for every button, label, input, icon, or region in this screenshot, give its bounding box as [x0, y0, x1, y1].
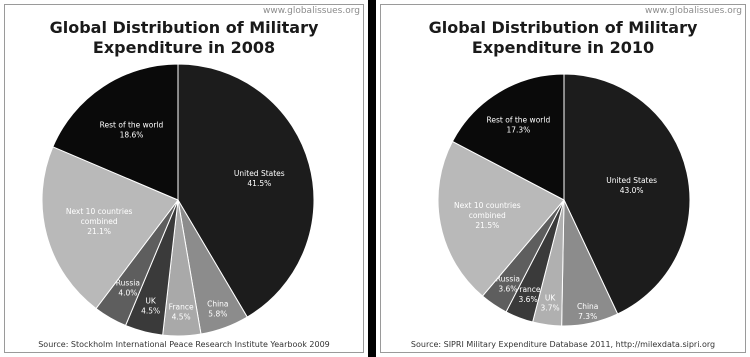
pie-slice-next-10-countries-combined: [437, 140, 565, 297]
pie-chart-2008: United States 41.5% China 5.8% France 4.5% UK 4…: [41, 63, 315, 337]
slice-label-united-states: United States 43.0%: [606, 176, 657, 195]
pie-slice-rest-of-the-world: [52, 63, 179, 201]
pie-slice-united-states: [563, 73, 691, 315]
pie-chart-2010: United States 43.0% China 7.3% UK 3.7%France 3…: [437, 73, 691, 327]
panel-frame: [380, 4, 746, 353]
slice-label-china: China 5.8%: [207, 300, 228, 319]
slice-label-china: China 7.3%: [577, 302, 598, 321]
chart-source: Source: Stockholm International Peace Re…: [38, 340, 330, 349]
chart-source: Source: SIPRI Military Expenditure Datab…: [410, 340, 716, 349]
pie-slice-united-states: [177, 63, 315, 318]
slice-label-uk: UK 3.7%: [541, 293, 560, 312]
slice-label-france: France 3.6%: [516, 285, 541, 304]
chart-panel-2010: United States 43.0% China 7.3% UK 3.7% France 3…: [376, 0, 750, 357]
chart-title: Global Distribution of Military Expendit…: [428, 18, 698, 57]
chart-panel-2008: United States 41.5% China 5.8% France 4.5% UK 4…: [0, 0, 368, 357]
slice-label-united-states: United States 41.5%: [234, 169, 285, 188]
slice-label-rest-of-the-world: Rest of the world 17.3%: [487, 116, 551, 135]
slice-label-france: France 4.5%: [169, 302, 194, 321]
slice-label-rest-of-the-world: Rest of the world 18.6%: [100, 121, 164, 140]
watermark: www.globalissues.org: [263, 6, 360, 16]
watermark: www.globalissues.org: [645, 6, 742, 16]
pie-slice-rest-of-the-world: [451, 73, 565, 201]
panel-divider: [368, 0, 376, 357]
slice-label-next-10-countries-combined: Next 10 countries combined 21.5%: [454, 201, 521, 230]
chart-title: Global Distribution of Military Expendit…: [49, 18, 319, 57]
slice-label-uk: UK 4.5%: [141, 296, 160, 315]
slice-label-next-10-countries-combined: Next 10 countries combined 21.1%: [66, 207, 133, 236]
panel-frame: [4, 4, 364, 353]
pie-slice-next-10-countries-combined: [41, 146, 179, 310]
slice-label-russia: Russia 4.0%: [116, 278, 140, 297]
slice-label-russia: Russia 3.6%: [496, 275, 520, 294]
